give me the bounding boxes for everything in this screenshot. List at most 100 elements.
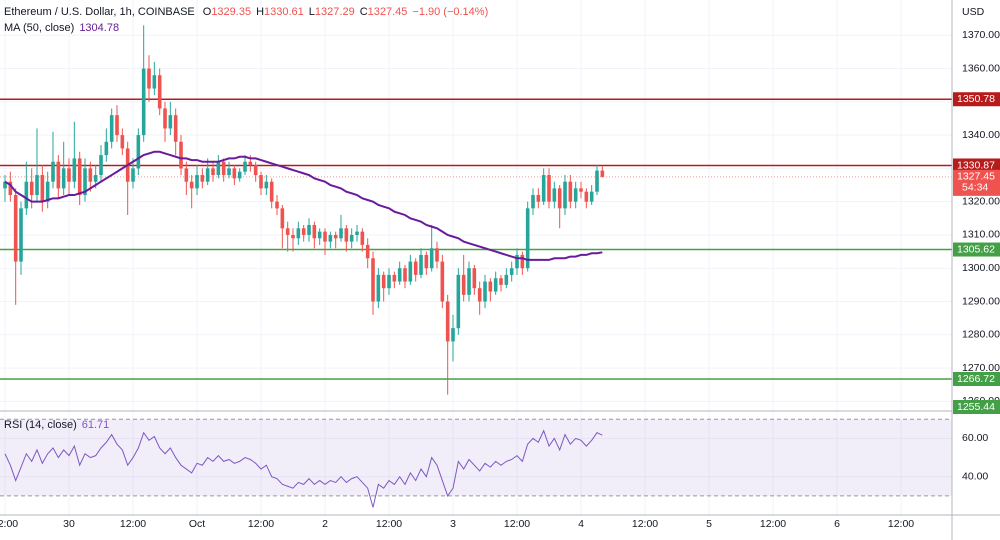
x-tick-label: 12:00 <box>0 518 18 530</box>
candle-body <box>424 254 429 269</box>
y-tick-label: 1320.00 <box>962 195 1000 207</box>
candle-body <box>173 115 178 142</box>
ohlc-label: H <box>256 6 264 18</box>
candle-body <box>520 254 525 269</box>
candle-body <box>163 108 167 129</box>
candle-body <box>259 175 263 189</box>
candle-body <box>83 168 87 196</box>
x-tick-label: 2 <box>322 518 328 530</box>
rsi-pane <box>0 418 952 508</box>
x-tick-label: 12:00 <box>888 518 914 530</box>
ma-name: MA (50, close) <box>4 22 74 34</box>
x-tick-label: 12:00 <box>120 518 146 530</box>
candle-body <box>333 234 338 239</box>
candle-body <box>232 168 237 179</box>
candle-body <box>579 188 583 192</box>
candle-body <box>600 170 605 177</box>
candle-body <box>189 181 194 189</box>
candle-body <box>195 175 199 189</box>
candle-body <box>152 75 157 89</box>
ohlc-label: O <box>203 6 212 18</box>
price-tag-label: 1327.45 <box>957 171 995 183</box>
x-tick-label: 12:00 <box>504 518 530 530</box>
candle-body <box>253 165 258 176</box>
candle-body <box>317 231 322 239</box>
y-tick-label: 1300.00 <box>962 262 1000 274</box>
ohlc: O1329.35 H1330.61 L1327.29 C1327.45 −1.90 (−… <box>203 6 489 18</box>
candle-body <box>13 195 18 262</box>
candle-body <box>472 268 477 289</box>
candle-body <box>525 208 530 269</box>
candle-body <box>440 261 445 302</box>
candle-body <box>515 254 519 269</box>
candle-body <box>403 268 407 282</box>
candle-body <box>216 161 221 176</box>
candle-body <box>312 224 317 239</box>
x-tick-label: 12:00 <box>760 518 786 530</box>
candle-body <box>563 181 567 209</box>
price-tag-label: 1266.72 <box>957 373 995 385</box>
candle-body <box>355 231 359 235</box>
price-tag <box>953 242 1000 257</box>
candle-body <box>552 188 557 202</box>
candle-body <box>461 274 466 295</box>
candle-body <box>45 181 50 202</box>
candle-body <box>323 231 327 242</box>
candle-body <box>568 181 573 202</box>
candle-body <box>291 234 295 239</box>
candle-body <box>376 274 381 302</box>
candle-body <box>269 181 274 202</box>
ma-legend: MA (50, close) 1304.78 <box>4 22 119 34</box>
rsi-tick-label: 40.00 <box>962 470 988 482</box>
candle-body <box>477 288 482 302</box>
candle-body <box>285 228 290 235</box>
candle-body <box>397 268 402 282</box>
candle-body <box>131 168 135 182</box>
price-tag-label: 1330.87 <box>957 159 995 171</box>
candle-body <box>72 158 77 182</box>
candle-body <box>499 278 503 285</box>
candle-body <box>88 168 93 182</box>
price-tag-label: 1350.78 <box>957 93 995 105</box>
y-tick-label: 1310.00 <box>962 229 1000 241</box>
countdown: 54:34 <box>962 182 988 194</box>
ohlc-value: 1330.61 <box>264 6 304 18</box>
rsi-legend: RSI (14, close) 61.71 <box>4 419 109 431</box>
candle-body <box>19 208 23 262</box>
candle-body <box>275 201 279 209</box>
candle-body <box>109 115 114 142</box>
x-tick-label: 3 <box>450 518 456 530</box>
candle-body <box>541 175 546 202</box>
ma-value: 1304.78 <box>79 22 119 34</box>
candle-body <box>307 224 311 235</box>
change: −1.90 (−0.14%) <box>412 6 488 18</box>
candle-body <box>419 254 423 275</box>
candle-body <box>413 261 418 275</box>
price-tag <box>953 371 1000 386</box>
candle-body <box>115 115 119 136</box>
x-tick-label: 30 <box>63 518 75 530</box>
symbol-title: Ethereum / U.S. Dollar, 1h, COINBASE <box>4 6 195 18</box>
x-tick-label: Oct <box>189 518 205 530</box>
y-tick-label: 1270.00 <box>962 362 1000 374</box>
candle-body <box>301 228 306 235</box>
rsi-band <box>0 419 952 496</box>
ohlc-value: 1329.35 <box>211 6 251 18</box>
rsi-name: RSI (14, close) <box>4 419 77 431</box>
candle-body <box>157 75 162 109</box>
y-tick-label: 1370.00 <box>962 29 1000 41</box>
ohlc-value: 1327.29 <box>315 6 355 18</box>
candle-body <box>237 171 242 179</box>
candle-body <box>104 141 109 156</box>
candle-body <box>584 191 589 202</box>
candle-body <box>451 328 455 342</box>
candle-body <box>280 208 285 229</box>
ma-line <box>4 150 603 261</box>
candle-body <box>547 175 551 202</box>
price-tag <box>953 169 1000 196</box>
candle-body <box>445 301 450 342</box>
candle-body <box>371 258 375 302</box>
candle-body <box>205 168 210 182</box>
candle-body <box>557 188 562 209</box>
